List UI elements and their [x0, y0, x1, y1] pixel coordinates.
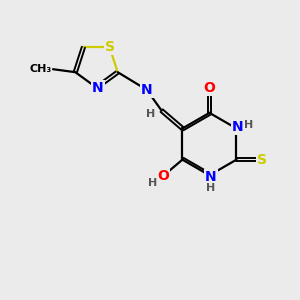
- Text: H: H: [148, 178, 157, 188]
- Text: S: S: [257, 153, 267, 167]
- Text: O: O: [203, 81, 215, 94]
- Text: H: H: [146, 109, 155, 118]
- Text: CH₃: CH₃: [29, 64, 52, 74]
- Text: N: N: [232, 120, 244, 134]
- Text: H: H: [206, 183, 216, 193]
- Text: N: N: [205, 170, 217, 184]
- Text: H: H: [244, 120, 254, 130]
- Text: N: N: [141, 83, 153, 97]
- Text: O: O: [157, 169, 169, 183]
- Text: S: S: [105, 40, 115, 54]
- Text: N: N: [92, 81, 104, 94]
